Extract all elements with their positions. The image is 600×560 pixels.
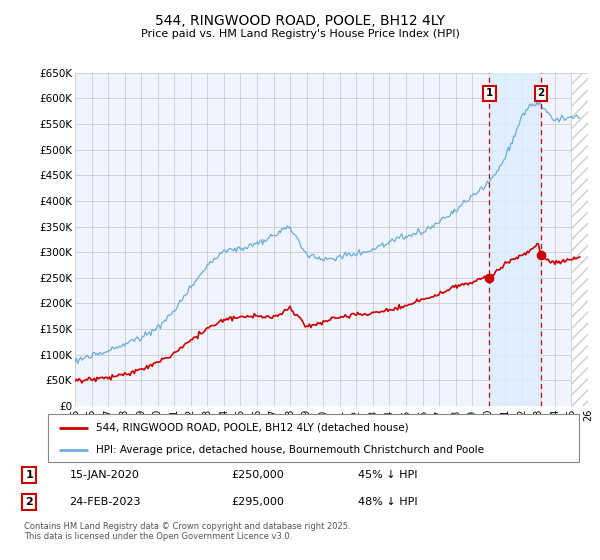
Text: 48% ↓ HPI: 48% ↓ HPI bbox=[358, 497, 417, 507]
Text: Contains HM Land Registry data © Crown copyright and database right 2025.
This d: Contains HM Land Registry data © Crown c… bbox=[24, 522, 350, 542]
Text: £295,000: £295,000 bbox=[231, 497, 284, 507]
Text: 2: 2 bbox=[537, 88, 544, 99]
Text: £250,000: £250,000 bbox=[231, 470, 284, 480]
Text: 544, RINGWOOD ROAD, POOLE, BH12 4LY (detached house): 544, RINGWOOD ROAD, POOLE, BH12 4LY (det… bbox=[96, 423, 409, 433]
Text: HPI: Average price, detached house, Bournemouth Christchurch and Poole: HPI: Average price, detached house, Bour… bbox=[96, 445, 484, 455]
Bar bbox=[490, 73, 541, 406]
Text: 24-FEB-2023: 24-FEB-2023 bbox=[70, 497, 141, 507]
Text: 15-JAN-2020: 15-JAN-2020 bbox=[70, 470, 139, 480]
Text: Price paid vs. HM Land Registry's House Price Index (HPI): Price paid vs. HM Land Registry's House … bbox=[140, 29, 460, 39]
Text: 2: 2 bbox=[25, 497, 33, 507]
Text: 45% ↓ HPI: 45% ↓ HPI bbox=[358, 470, 417, 480]
Text: 1: 1 bbox=[25, 470, 33, 480]
Text: 1: 1 bbox=[486, 88, 493, 99]
Bar bbox=[571, 73, 588, 406]
Text: 544, RINGWOOD ROAD, POOLE, BH12 4LY: 544, RINGWOOD ROAD, POOLE, BH12 4LY bbox=[155, 14, 445, 28]
FancyBboxPatch shape bbox=[48, 414, 579, 462]
